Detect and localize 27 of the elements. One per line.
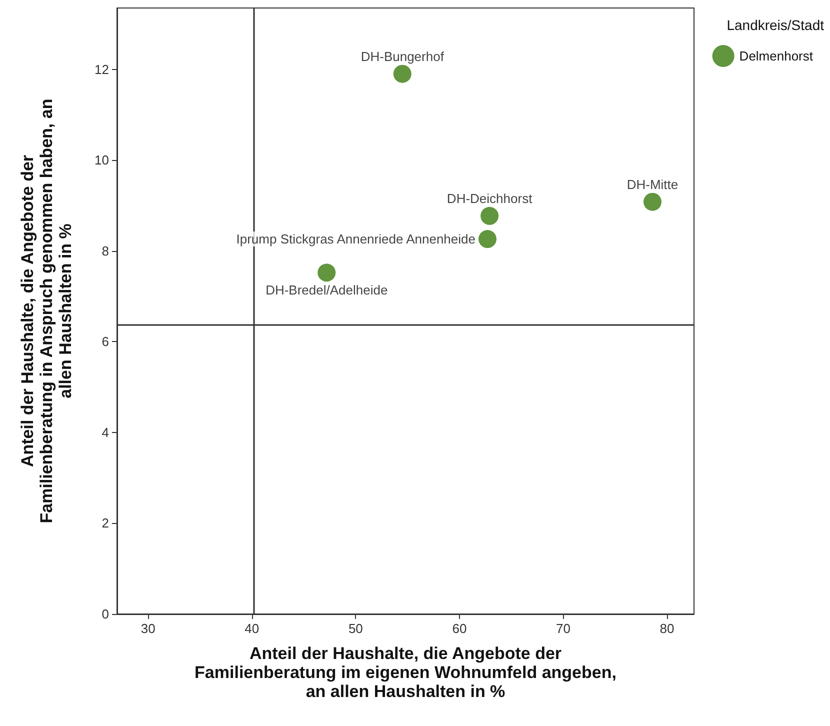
y-tick-label: 12 bbox=[94, 62, 109, 77]
y-axis-title: Anteil der Haushalte, die Angebote der Familienberatung in Anspruch genommen haben, an allen Haushalten in % bbox=[18, 98, 75, 524]
x-tick-label: 40 bbox=[244, 621, 260, 636]
y-tick-label: 10 bbox=[94, 152, 109, 168]
y-tick-label: 0 bbox=[102, 606, 109, 622]
y-tick-label: 6 bbox=[102, 334, 109, 350]
y-tick-label: 4 bbox=[102, 424, 109, 440]
point bbox=[318, 264, 336, 282]
annotation: DH-Mitte bbox=[626, 176, 678, 192]
legend-title: Landkreis/Stadt bbox=[726, 17, 824, 33]
x-tick-label: 60 bbox=[452, 621, 467, 636]
point bbox=[393, 64, 412, 83]
x-tick-label: 30 bbox=[140, 621, 156, 636]
x-axis-title: Anteil der Haushalte, die Angebote der Familienberatung im eigenen Wohnumfeld angeben, an allen Haushalten in % bbox=[194, 644, 616, 701]
annotation: DH-Deichhorst bbox=[446, 190, 533, 206]
y-tick-label: 8 bbox=[102, 243, 109, 258]
x-tick-label: 70 bbox=[556, 621, 570, 636]
annotation: DH-Bredel/Adelheide bbox=[266, 282, 388, 298]
x-tick-label: 50 bbox=[348, 621, 363, 636]
point bbox=[480, 206, 499, 225]
x-tick-label: 80 bbox=[660, 621, 674, 636]
annotation: Iprump Stickgras Annenriede Annenheide bbox=[236, 232, 476, 247]
point bbox=[644, 192, 662, 211]
legend-label: Delmenhorst bbox=[739, 48, 814, 64]
point bbox=[478, 230, 496, 248]
annotation: DH-Bungerhof bbox=[360, 48, 444, 64]
y-tick-label: 2 bbox=[102, 516, 109, 531]
